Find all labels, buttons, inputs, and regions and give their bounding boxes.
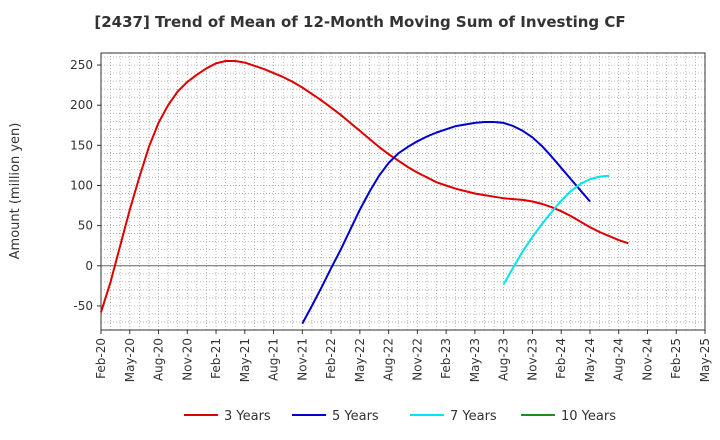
series-line-5-years [301,121,591,325]
chart-title: [2437] Trend of Mean of 12-Month Moving … [94,13,626,31]
legend: 3 Years 5 Years 7 Years 10 Years [184,409,616,424]
y-tick-label: 0 [85,259,93,273]
series-line-7-years [502,174,610,285]
legend-label: 5 Years [332,409,379,424]
x-tick-label: Nov-23 [525,338,539,381]
x-tick-label: Nov-24 [640,338,654,381]
x-tick-label: May-20 [123,338,137,382]
y-tick-label: 50 [78,219,93,233]
x-tick-label: Feb-20 [94,338,108,379]
x-tick-label: Nov-22 [410,338,424,381]
x-tick-label: Feb-25 [669,338,683,379]
x-tick-label: Feb-24 [554,338,568,379]
x-tick-label: May-25 [698,338,712,382]
x-tick-label: Nov-20 [180,338,194,381]
x-tick-label: Aug-23 [497,338,511,381]
x-tick-label: Feb-21 [209,338,223,379]
y-tick-label: 100 [70,178,93,192]
x-tick-label: May-24 [583,338,597,382]
x-tick-label: Feb-23 [439,338,453,379]
legend-label: 7 Years [450,409,497,424]
grid [100,53,706,331]
y-tick-label: 250 [70,58,93,72]
series-lines [100,60,629,325]
legend-label: 10 Years [561,409,616,424]
y-axis: -50 0 50 100 150 200 250 [70,58,101,313]
y-tick-label: -50 [73,299,93,313]
x-tick-label: Nov-21 [295,338,309,381]
x-tick-label: May-21 [238,338,252,382]
x-axis: Feb-20 May-20 Aug-20 Nov-20 Feb-21 May-21 Aug-… [94,330,712,382]
y-axis-label: Amount (million yen) [8,123,23,260]
series-line-3-years [100,60,629,313]
x-tick-label: Aug-20 [152,338,166,381]
x-tick-label: Aug-24 [612,338,626,381]
legend-label: 3 Years [224,409,271,424]
plot-border [100,52,706,331]
x-tick-label: Feb-22 [324,338,338,379]
y-tick-label: 150 [70,138,93,152]
y-tick-label: 200 [70,98,93,112]
x-tick-label: Aug-21 [267,338,281,381]
x-tick-label: Aug-22 [382,338,396,381]
x-tick-label: May-23 [468,338,482,382]
x-tick-label: May-22 [353,338,367,382]
